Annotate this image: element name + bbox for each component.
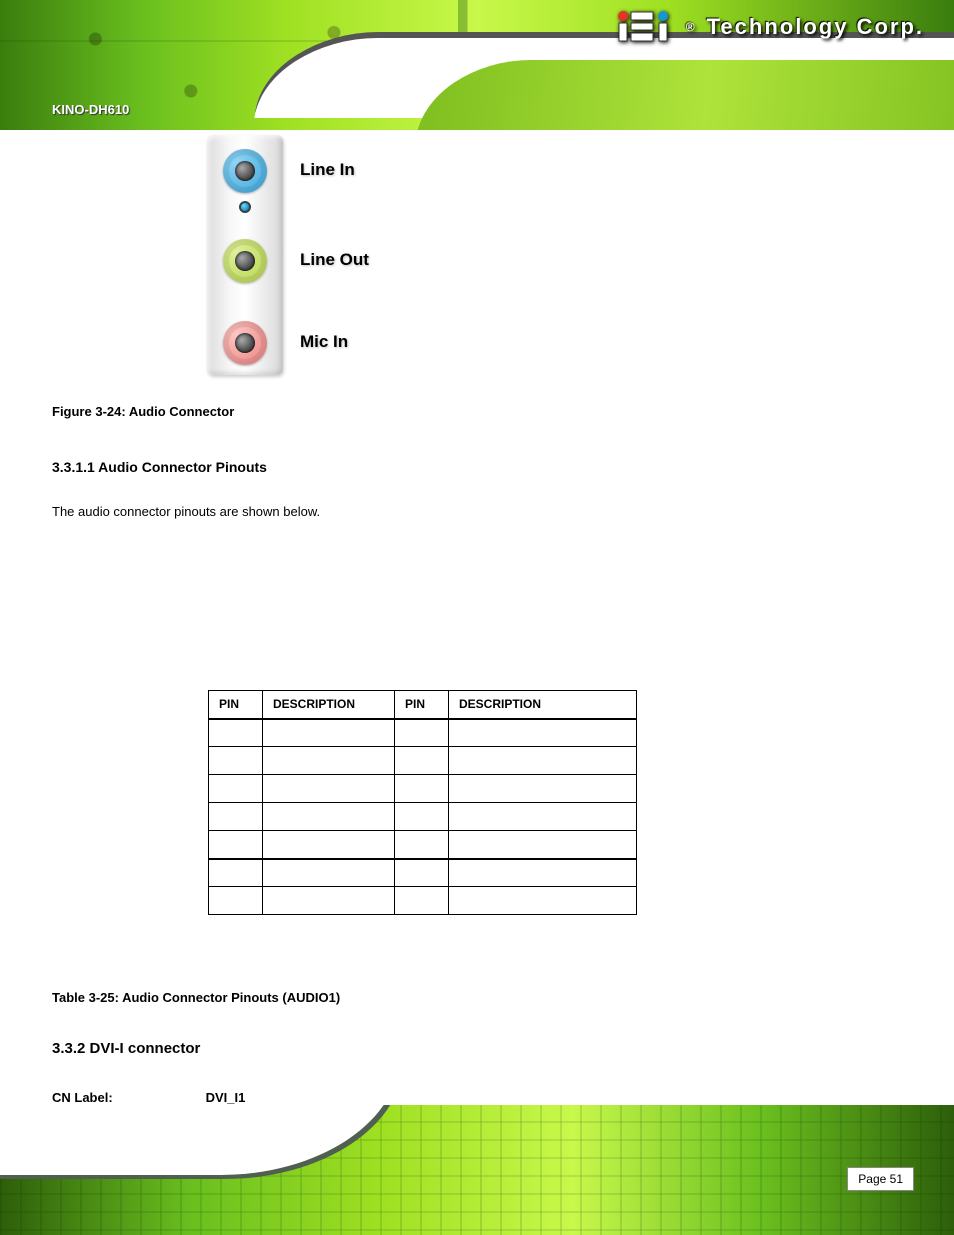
cell-desc: MIC-IN_JD (263, 887, 395, 915)
page-number: 51 (890, 1172, 903, 1186)
cell-desc: GND (263, 859, 395, 887)
page-prefix: Page (858, 1172, 889, 1186)
line-out-label: Line Out (300, 250, 369, 270)
cell-desc: LINE-OUT_L (263, 803, 395, 831)
jack-hole-icon (235, 251, 255, 271)
cell-desc2: LINE-IN_L (449, 719, 637, 747)
cell-desc: GND (263, 719, 395, 747)
mic-in-jack (223, 321, 267, 365)
table-caption: Table 3-25: Audio Connector Pinouts (AUD… (52, 990, 340, 1005)
bottom-banner: Page 51 (0, 1105, 954, 1235)
cell-pin: 1 (209, 719, 263, 747)
mic-in-label: Mic In (300, 332, 348, 352)
cell-pin2: 6 (395, 775, 449, 803)
table-header-row: PIN DESCRIPTION PIN DESCRIPTION (209, 691, 637, 719)
audio-jack-panel (207, 135, 283, 375)
pinouts-heading: 3.3.1.1 Audio Connector Pinouts (52, 454, 894, 481)
cell-desc2: LINE-OUT_R (449, 831, 637, 859)
line-out-jack (223, 239, 267, 283)
cell-pin2: 2 (395, 719, 449, 747)
panel-led-icon (239, 201, 251, 213)
cell-desc: GND (263, 831, 395, 859)
pinout-table-grid: PIN DESCRIPTION PIN DESCRIPTION 1GND2LIN… (208, 690, 637, 915)
dvi-section-heading: 3.3.2 DVI-I connector (52, 1040, 200, 1057)
cell-pin: 5 (209, 775, 263, 803)
cell-desc: LINE-IN_JD (263, 747, 395, 775)
brand-reg: ® (686, 20, 697, 34)
table-row: 11GND12MIC-IN_L (209, 859, 637, 887)
cell-desc2: MIC-IN_L (449, 859, 637, 887)
cell-pin2: 4 (395, 747, 449, 775)
brand-name: Technology Corp. (707, 14, 924, 40)
cell-desc2: MIC-IN_R (449, 887, 637, 915)
top-banner: ® Technology Corp. (0, 0, 954, 130)
brand-overlay: ® Technology Corp. (0, 0, 954, 72)
jack-hole-icon (235, 333, 255, 353)
table-row: 1GND2LINE-IN_L (209, 719, 637, 747)
line-in-label: Line In (300, 160, 355, 180)
iei-logo-icon (616, 10, 676, 44)
table-row: 7LINE-OUT_L8LINE-OUT_JD (209, 803, 637, 831)
table-row: 5LINE-IN_R6GND (209, 775, 637, 803)
table-row: 13MIC-IN_JD14MIC-IN_R (209, 887, 637, 915)
table-row: 3LINE-IN_JD4GND (209, 747, 637, 775)
model-header: KINO-DH610 (52, 102, 129, 117)
pinouts-intro-text: The audio connector pinouts are shown be… (52, 500, 894, 525)
cell-pin2: 14 (395, 887, 449, 915)
table-row: 9GND10LINE-OUT_R (209, 831, 637, 859)
cell-desc2: GND (449, 747, 637, 775)
cell-pin: 13 (209, 887, 263, 915)
line-in-jack (223, 149, 267, 193)
pinout-table: PIN DESCRIPTION PIN DESCRIPTION 1GND2LIN… (208, 690, 637, 915)
th-pin: PIN (209, 691, 263, 719)
cell-pin: 7 (209, 803, 263, 831)
th-pin2: PIN (395, 691, 449, 719)
jack-hole-icon (235, 161, 255, 181)
figure-caption: Figure 3-24: Audio Connector (52, 404, 234, 419)
brand-logo: ® Technology Corp. (616, 10, 924, 44)
cell-desc2: GND (449, 775, 637, 803)
cn-label-value: DVI_I1 (206, 1090, 246, 1105)
th-desc2: DESCRIPTION (449, 691, 637, 719)
cell-desc: LINE-IN_R (263, 775, 395, 803)
cell-pin2: 8 (395, 803, 449, 831)
cell-pin: 3 (209, 747, 263, 775)
cell-pin: 11 (209, 859, 263, 887)
cell-desc2: LINE-OUT_JD (449, 803, 637, 831)
page-number-box: Page 51 (847, 1167, 914, 1191)
th-desc: DESCRIPTION (263, 691, 395, 719)
cell-pin: 9 (209, 831, 263, 859)
cell-pin2: 12 (395, 859, 449, 887)
cell-pin2: 10 (395, 831, 449, 859)
footer-swoop (0, 1105, 400, 1175)
